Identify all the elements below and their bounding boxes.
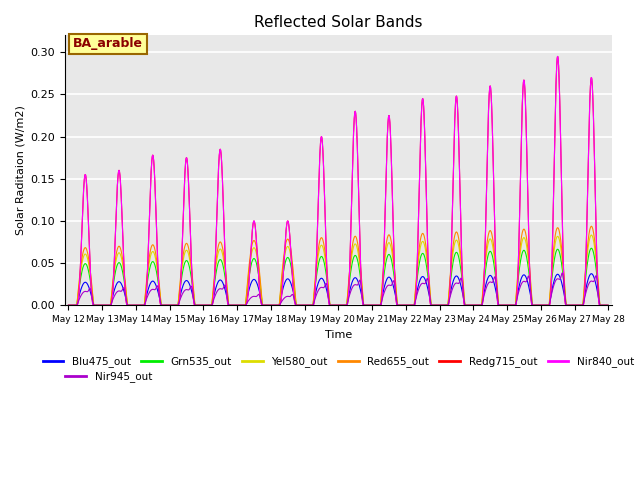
Red655_out bbox=[500, 302, 508, 308]
Yel580_out bbox=[500, 302, 508, 308]
Redg715_out bbox=[596, 302, 604, 308]
Redg715_out bbox=[554, 54, 561, 60]
Yel580_out bbox=[604, 302, 612, 308]
Grn535_out bbox=[588, 245, 595, 251]
Redg715_out bbox=[604, 302, 612, 308]
Text: BA_arable: BA_arable bbox=[73, 37, 143, 50]
Title: Reflected Solar Bands: Reflected Solar Bands bbox=[254, 15, 422, 30]
Grn535_out bbox=[531, 302, 539, 308]
Red655_out bbox=[596, 302, 604, 308]
Grn535_out bbox=[604, 302, 612, 308]
Y-axis label: Solar Raditaion (W/m2): Solar Raditaion (W/m2) bbox=[15, 106, 25, 235]
Nir945_out bbox=[604, 302, 612, 308]
Yel580_out bbox=[235, 302, 243, 308]
Nir840_out bbox=[500, 302, 508, 308]
Nir945_out bbox=[559, 270, 566, 276]
Blu475_out bbox=[588, 271, 595, 276]
Redg715_out bbox=[65, 302, 72, 308]
Nir840_out bbox=[596, 302, 604, 308]
Line: Nir945_out: Nir945_out bbox=[68, 273, 608, 305]
Red655_out bbox=[531, 302, 539, 308]
Blu475_out bbox=[596, 302, 604, 308]
Redg715_out bbox=[235, 302, 243, 308]
Line: Redg715_out: Redg715_out bbox=[68, 57, 608, 305]
Blu475_out bbox=[65, 302, 72, 308]
Blu475_out bbox=[371, 302, 378, 308]
Nir840_out bbox=[604, 302, 612, 308]
Yel580_out bbox=[596, 302, 604, 308]
Nir945_out bbox=[65, 302, 72, 308]
Red655_out bbox=[235, 302, 243, 308]
Nir840_out bbox=[118, 220, 126, 226]
Grn535_out bbox=[500, 302, 508, 308]
Line: Red655_out: Red655_out bbox=[68, 226, 608, 305]
Yel580_out bbox=[118, 259, 126, 265]
Redg715_out bbox=[118, 220, 126, 226]
Red655_out bbox=[588, 223, 595, 229]
Nir945_out bbox=[235, 302, 243, 308]
Line: Blu475_out: Blu475_out bbox=[68, 274, 608, 305]
Blu475_out bbox=[235, 302, 243, 308]
Redg715_out bbox=[500, 302, 508, 308]
Line: Nir840_out: Nir840_out bbox=[68, 57, 608, 305]
Line: Yel580_out: Yel580_out bbox=[68, 235, 608, 305]
Nir840_out bbox=[554, 54, 561, 60]
Blu475_out bbox=[531, 302, 539, 308]
Blu475_out bbox=[604, 302, 612, 308]
Red655_out bbox=[118, 254, 126, 260]
Grn535_out bbox=[65, 302, 72, 308]
Yel580_out bbox=[65, 302, 72, 308]
Nir945_out bbox=[371, 302, 378, 308]
Grn535_out bbox=[118, 267, 126, 273]
Line: Grn535_out: Grn535_out bbox=[68, 248, 608, 305]
Yel580_out bbox=[588, 232, 595, 238]
Red655_out bbox=[371, 302, 378, 308]
Red655_out bbox=[604, 302, 612, 308]
Nir840_out bbox=[531, 302, 539, 308]
Nir840_out bbox=[371, 302, 378, 308]
Nir945_out bbox=[531, 302, 539, 308]
Red655_out bbox=[65, 302, 72, 308]
Nir945_out bbox=[596, 302, 604, 308]
Yel580_out bbox=[371, 302, 378, 308]
Legend: Nir945_out: Nir945_out bbox=[61, 367, 156, 386]
Grn535_out bbox=[596, 302, 604, 308]
Nir840_out bbox=[65, 302, 72, 308]
Blu475_out bbox=[500, 302, 508, 308]
Yel580_out bbox=[531, 302, 539, 308]
Redg715_out bbox=[371, 302, 378, 308]
Nir945_out bbox=[118, 287, 126, 293]
Redg715_out bbox=[531, 302, 539, 308]
Nir840_out bbox=[235, 302, 243, 308]
Nir945_out bbox=[500, 302, 508, 308]
Blu475_out bbox=[118, 283, 126, 289]
X-axis label: Time: Time bbox=[324, 330, 352, 340]
Grn535_out bbox=[371, 302, 378, 308]
Grn535_out bbox=[235, 302, 243, 308]
